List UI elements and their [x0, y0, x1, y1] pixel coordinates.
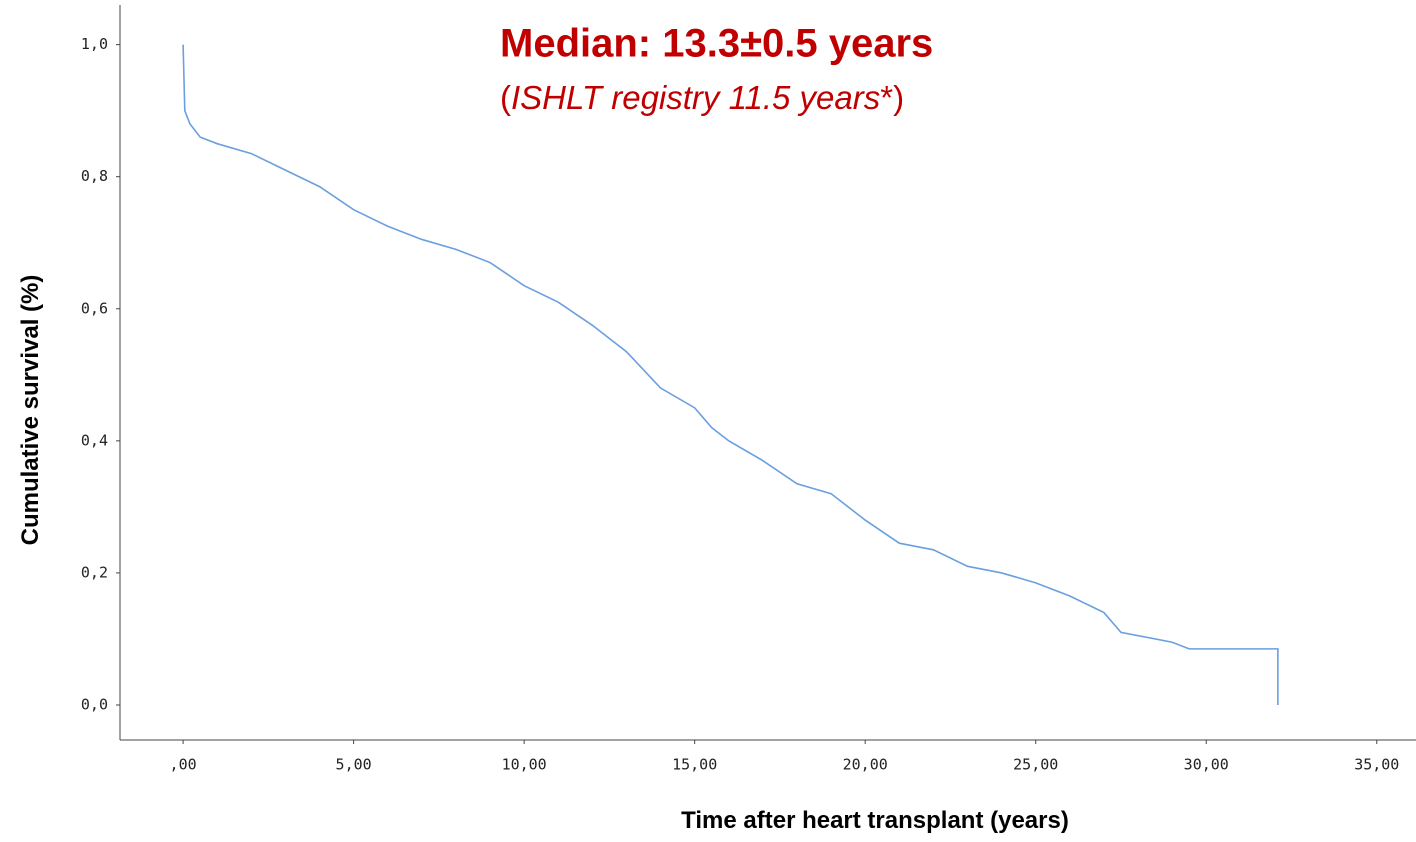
y-tick-label: 0,4: [81, 431, 108, 449]
survival-curve: [182, 44, 1279, 705]
y-tick-label: 0,0: [81, 696, 108, 714]
registry-text: ISHLT registry 11.5 years: [511, 79, 880, 116]
x-tick-label: 5,00: [336, 756, 372, 774]
y-tick-label: 0,2: [81, 563, 108, 581]
x-tick-label: 20,00: [843, 756, 888, 774]
x-tick-label: 25,00: [1013, 756, 1058, 774]
x-tick-label: 15,00: [672, 756, 717, 774]
x-tick-label: 30,00: [1184, 756, 1229, 774]
median-annotation: Median: 13.3±0.5 years: [500, 22, 933, 66]
x-tick-label: 35,00: [1354, 756, 1399, 774]
paren-open: (: [500, 79, 511, 116]
x-axis-title: Time after heart transplant (years): [681, 807, 1069, 834]
registry-annotation: (ISHLT registry 11.5 years*): [500, 79, 904, 116]
y-axis-title: Cumulative survival (%): [17, 275, 44, 546]
x-tick-label: ,00: [170, 756, 197, 774]
y-tick-label: 0,8: [81, 167, 108, 185]
y-tick-label: 1,0: [81, 35, 108, 53]
x-tick-label: 10,00: [502, 756, 547, 774]
paren-close: *): [880, 79, 904, 116]
y-tick-label: 0,6: [81, 299, 108, 317]
